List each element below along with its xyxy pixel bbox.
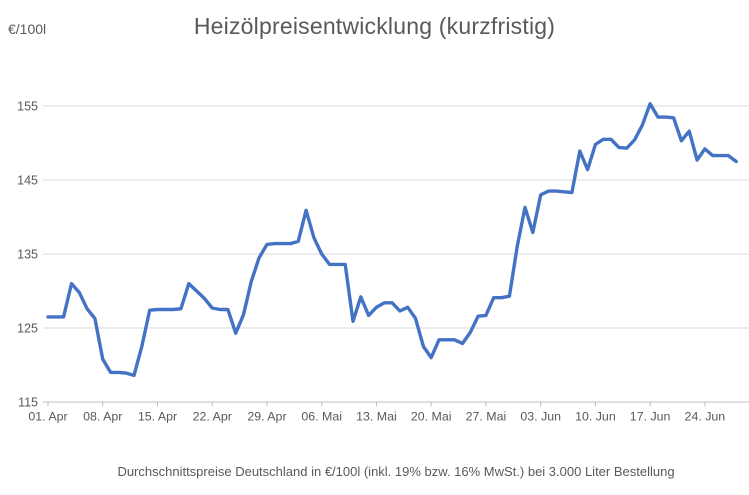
x-tick-label: 01. Apr bbox=[28, 410, 67, 424]
y-tick-label: 155 bbox=[17, 100, 38, 114]
x-tick-label: 17. Jun bbox=[630, 410, 671, 424]
x-tick-label: 27. Mai bbox=[466, 410, 507, 424]
x-tick-label: 29. Apr bbox=[247, 410, 286, 424]
x-tick-label: 13. Mai bbox=[356, 410, 397, 424]
x-tick-label: 06. Mai bbox=[301, 410, 342, 424]
y-tick-label: 125 bbox=[17, 322, 38, 336]
x-tick-label: 10. Jun bbox=[575, 410, 616, 424]
x-tick-label: 20. Mai bbox=[411, 410, 452, 424]
x-tick-label: 15. Apr bbox=[138, 410, 177, 424]
y-tick-label: 115 bbox=[18, 396, 38, 410]
y-axis-unit-label: €/100l bbox=[8, 21, 47, 37]
y-tick-label: 145 bbox=[17, 174, 38, 188]
x-tick-label: 08. Apr bbox=[83, 410, 122, 424]
x-tick-label: 03. Jun bbox=[520, 410, 561, 424]
chart-caption: Durchschnittspreise Deutschland in €/100… bbox=[117, 464, 675, 479]
chart-title: Heizölpreisentwicklung (kurzfristig) bbox=[193, 13, 556, 39]
x-tick-label: 22. Apr bbox=[193, 410, 232, 424]
x-tick-label: 24. Jun bbox=[685, 410, 726, 424]
y-tick-label: 135 bbox=[17, 248, 38, 262]
price-line bbox=[46, 102, 738, 378]
